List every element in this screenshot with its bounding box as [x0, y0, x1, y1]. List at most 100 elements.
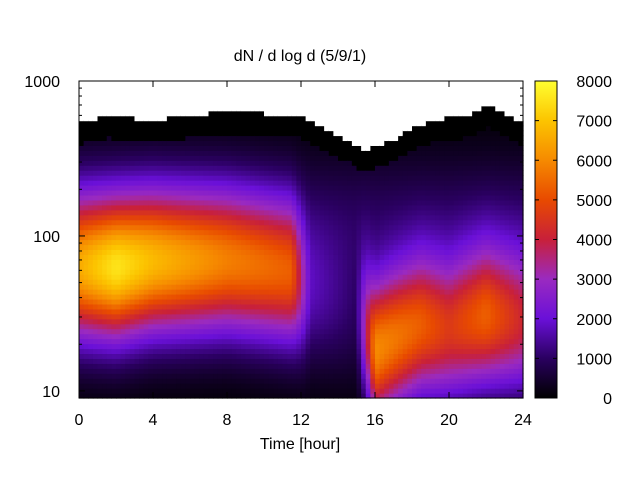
heatmap-cell [421, 125, 427, 132]
heatmap-cell [273, 219, 279, 226]
heatmap-cell [79, 239, 85, 246]
heatmap-cell [384, 244, 390, 250]
heatmap-cell [259, 180, 265, 186]
heatmap-cell [120, 145, 126, 151]
heatmap-cell [194, 293, 200, 300]
heatmap-cell [347, 140, 353, 146]
heatmap-cell [365, 264, 371, 270]
heatmap-cell [375, 303, 381, 310]
heatmap-cell [324, 298, 330, 305]
heatmap-cell [333, 105, 339, 112]
heatmap-cell [273, 81, 279, 87]
heatmap-cell [277, 150, 284, 156]
heatmap-cell [370, 393, 376, 399]
heatmap-cell [125, 115, 131, 122]
heatmap-cell [250, 219, 256, 226]
heatmap-cell [412, 90, 418, 97]
heatmap-cell [139, 348, 145, 355]
heatmap-cell [227, 373, 233, 379]
heatmap-cell [324, 209, 330, 216]
heatmap-cell [375, 180, 381, 186]
heatmap-cell [338, 219, 344, 226]
heatmap-cell [273, 298, 279, 305]
heatmap-cell [310, 298, 316, 305]
heatmap-cell [393, 348, 399, 355]
heatmap-cell [356, 333, 362, 340]
heatmap-cell [162, 373, 168, 379]
heatmap-cell [190, 284, 196, 290]
heatmap-cell [203, 338, 210, 345]
heatmap-cell [83, 378, 89, 384]
heatmap-cell [240, 155, 247, 161]
heatmap-cell [365, 254, 371, 260]
heatmap-cell [264, 353, 270, 359]
heatmap-cell [134, 328, 140, 335]
heatmap-cell [402, 165, 408, 171]
heatmap-cell [388, 289, 395, 295]
heatmap-cell [231, 293, 237, 300]
heatmap-cell [412, 170, 418, 176]
heatmap-cell [421, 115, 427, 122]
heatmap-cell [153, 388, 159, 394]
heatmap-cell [222, 244, 228, 250]
heatmap-cell [351, 194, 358, 201]
heatmap-cell [171, 274, 177, 280]
heatmap-cell [125, 378, 131, 384]
heatmap-cell [134, 383, 140, 389]
heatmap-cell [217, 259, 223, 265]
heatmap-cell [384, 189, 390, 196]
heatmap-cell [287, 135, 293, 142]
heatmap-cell [102, 234, 108, 241]
heatmap-cell [129, 224, 136, 231]
heatmap-cell [342, 214, 348, 221]
heatmap-cell [217, 185, 223, 191]
heatmap-cell [102, 209, 108, 216]
heatmap-cell [259, 328, 265, 335]
heatmap-cell [157, 328, 163, 335]
heatmap-cell [301, 353, 307, 359]
heatmap-cell [125, 303, 131, 310]
heatmap-cell [402, 145, 408, 151]
heatmap-cell [102, 318, 108, 325]
heatmap-cell [356, 100, 362, 107]
heatmap-cell [264, 259, 270, 265]
heatmap-cell [139, 338, 145, 345]
heatmap-cell [416, 293, 422, 300]
heatmap-cell [291, 308, 297, 315]
heatmap-cell [162, 298, 168, 305]
heatmap-cell [347, 269, 353, 275]
heatmap-cell [79, 274, 85, 280]
heatmap-cell [134, 95, 140, 102]
heatmap-cell [375, 269, 381, 275]
heatmap-cell [356, 135, 362, 142]
heatmap-cell [264, 194, 270, 201]
heatmap-cell [199, 110, 205, 117]
heatmap-cell [97, 175, 103, 181]
heatmap-cell [245, 368, 251, 374]
heatmap-cell [333, 125, 339, 132]
heatmap-cell [412, 125, 418, 132]
heatmap-cell [393, 303, 399, 310]
heatmap-cell [259, 293, 265, 300]
heatmap-cell [314, 383, 321, 389]
heatmap-cell [324, 160, 330, 166]
heatmap-cell [388, 274, 395, 280]
heatmap-cell [338, 135, 344, 142]
heatmap-cell [351, 343, 358, 350]
heatmap-cell [171, 170, 177, 176]
heatmap-cell [129, 81, 136, 87]
heatmap-cell [398, 189, 404, 196]
heatmap-cell [351, 318, 358, 325]
heatmap-cell [102, 120, 108, 127]
heatmap-cell [116, 204, 122, 211]
heatmap-cell [120, 348, 126, 355]
heatmap-cell [347, 234, 353, 241]
heatmap-cell [213, 318, 219, 325]
heatmap-cell [384, 348, 390, 355]
heatmap-cell [97, 254, 103, 260]
heatmap-cell [208, 170, 214, 176]
heatmap-cell [402, 348, 408, 355]
heatmap-cell [171, 199, 177, 206]
heatmap-cell [328, 358, 334, 364]
heatmap-cell [157, 279, 163, 285]
